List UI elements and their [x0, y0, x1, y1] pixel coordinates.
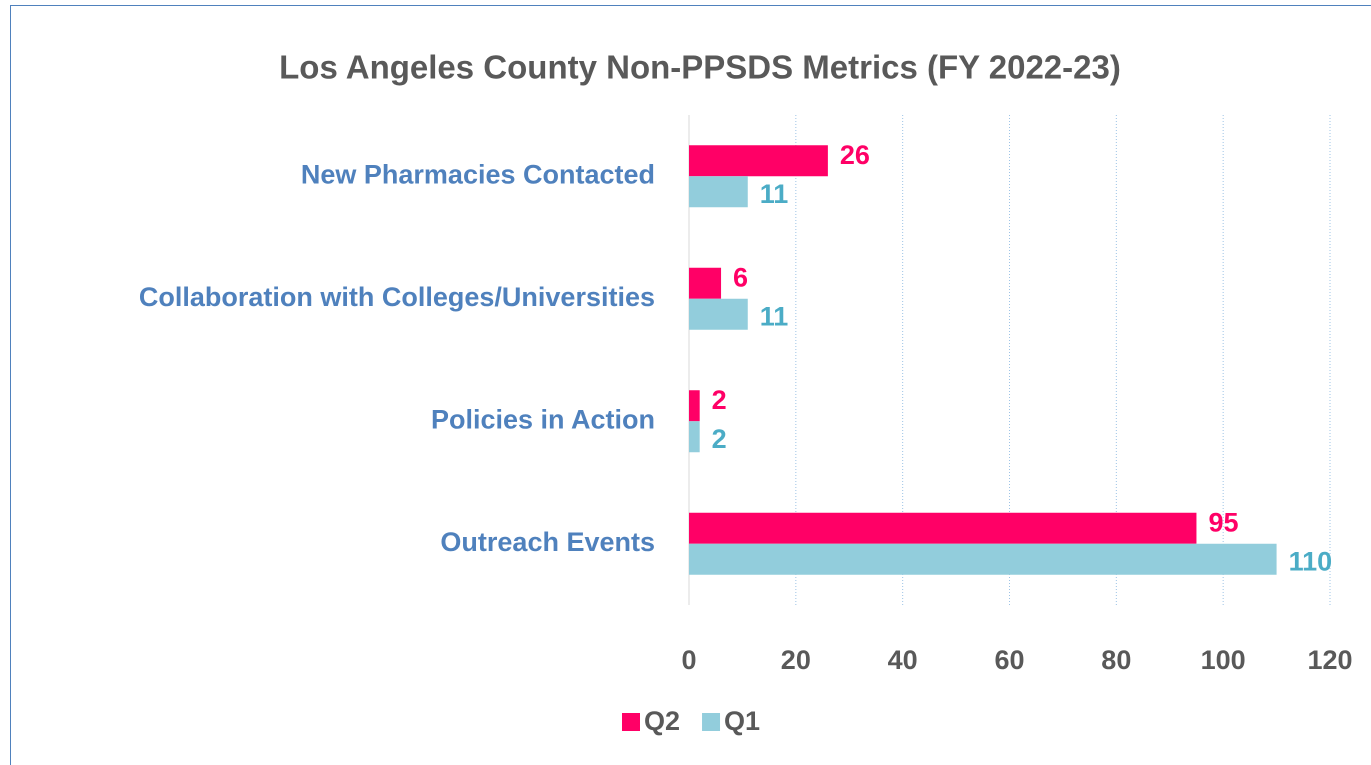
- chart-title: Los Angeles County Non-PPSDS Metrics (FY…: [279, 49, 1121, 86]
- bar: [689, 421, 700, 453]
- chart-frame: [10, 5, 1371, 765]
- data-label: 11: [760, 301, 789, 331]
- x-tick-label: 80: [1101, 645, 1131, 675]
- x-tick-label: 100: [1201, 645, 1246, 675]
- x-tick-label: 20: [781, 645, 811, 675]
- bar: [689, 298, 748, 330]
- bar: [689, 267, 722, 299]
- y-tick-label: New Pharmacies Contacted: [301, 159, 655, 189]
- data-label: 11: [760, 179, 789, 209]
- y-tick-label: Policies in Action: [431, 404, 655, 434]
- legend-swatch: [622, 713, 640, 731]
- legend-label: Q1: [724, 706, 760, 736]
- y-tick-label: Collaboration with Colleges/Universities: [139, 282, 655, 312]
- x-tick-label: 120: [1307, 645, 1352, 675]
- data-label: 2: [712, 424, 727, 454]
- legend-swatch: [702, 713, 721, 731]
- data-label: 6: [733, 262, 748, 292]
- bar: [689, 512, 1197, 544]
- data-label: 2: [712, 385, 727, 415]
- data-label: 110: [1289, 546, 1333, 576]
- bar: [689, 176, 748, 208]
- bar: [689, 390, 700, 422]
- bar: [689, 145, 828, 177]
- y-tick-label: Outreach Events: [440, 527, 655, 557]
- x-tick-label: 0: [681, 645, 696, 675]
- data-label: 26: [840, 140, 870, 170]
- x-tick-label: 40: [888, 645, 918, 675]
- x-tick-label: 60: [994, 645, 1024, 675]
- data-label: 95: [1208, 507, 1238, 537]
- bar: [689, 543, 1277, 575]
- legend-label: Q2: [644, 706, 680, 736]
